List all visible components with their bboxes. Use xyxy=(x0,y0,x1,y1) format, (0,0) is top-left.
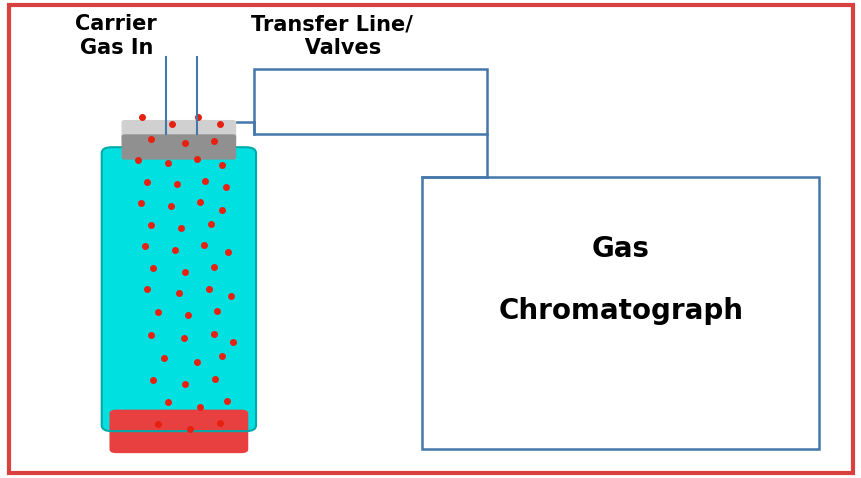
Text: Chromatograph: Chromatograph xyxy=(498,297,742,325)
Text: Transfer Line/
   Valves: Transfer Line/ Valves xyxy=(251,14,412,57)
Text: Gas: Gas xyxy=(591,235,649,262)
Text: Carrier
Gas In: Carrier Gas In xyxy=(76,14,157,57)
FancyBboxPatch shape xyxy=(121,134,236,160)
FancyBboxPatch shape xyxy=(109,410,248,453)
FancyBboxPatch shape xyxy=(121,120,236,141)
FancyBboxPatch shape xyxy=(102,147,256,431)
Bar xyxy=(254,69,486,134)
Bar xyxy=(422,177,818,449)
